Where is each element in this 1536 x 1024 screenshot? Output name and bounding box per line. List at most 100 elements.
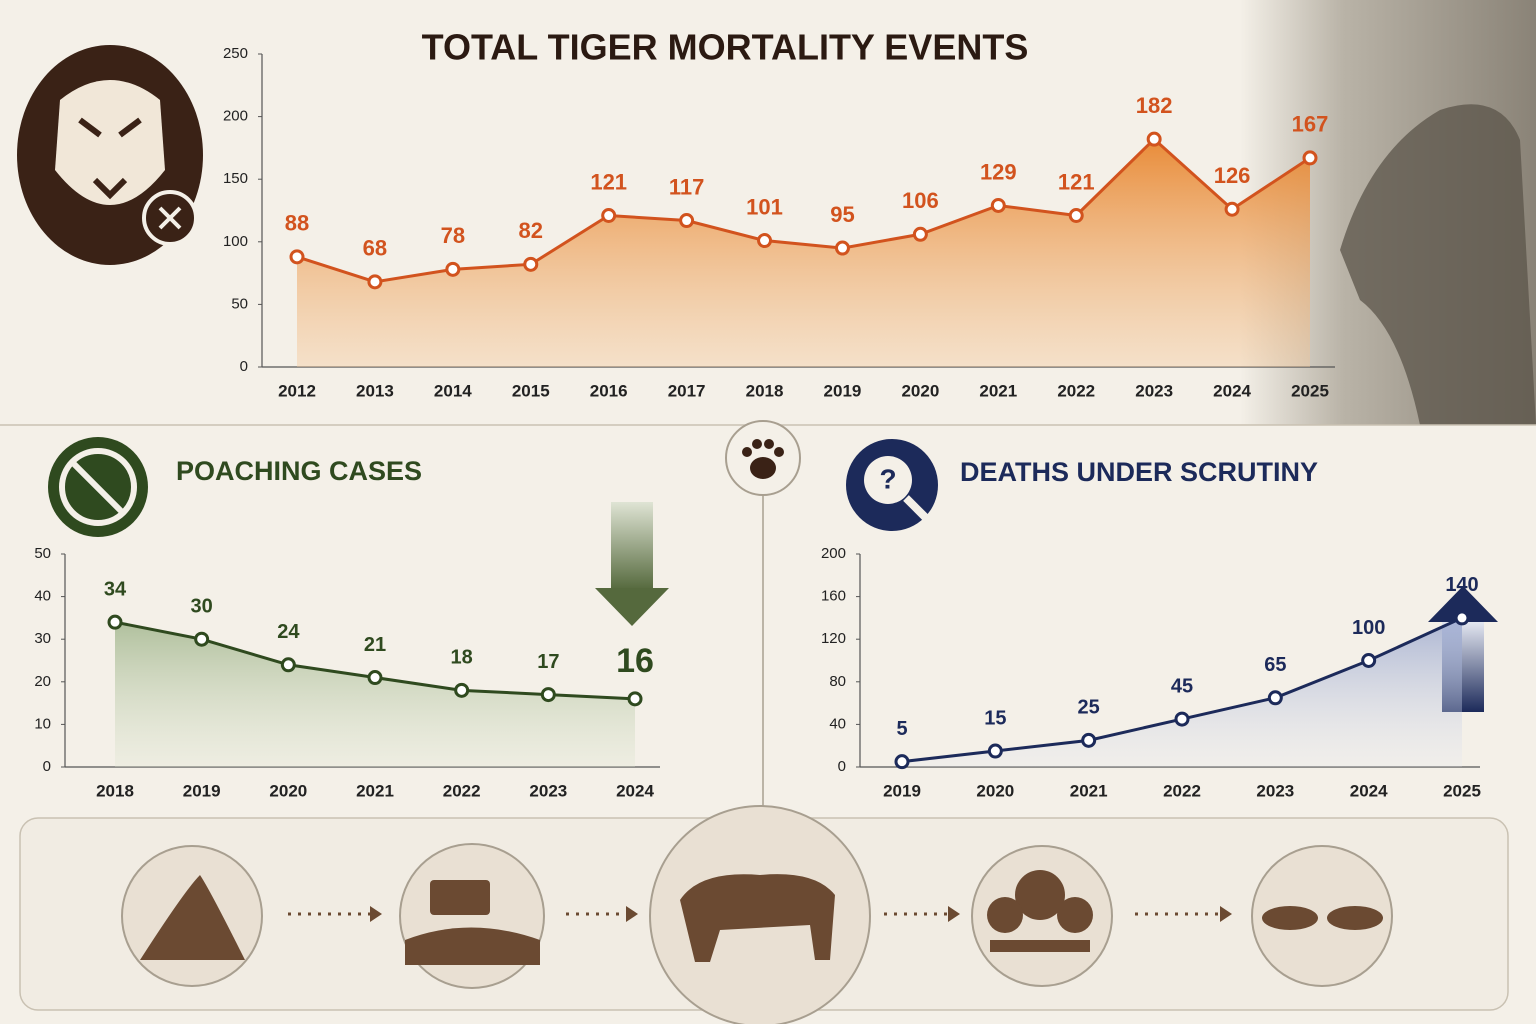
point [280, 657, 296, 673]
value-label: 16 [616, 642, 654, 680]
x-tick-label: 2020 [976, 781, 1014, 800]
point [107, 614, 123, 630]
value-label: 100 [1352, 617, 1385, 639]
point [445, 261, 461, 277]
y-tick-label: 40 [829, 715, 846, 732]
point [679, 213, 695, 229]
point [289, 249, 305, 265]
y-tick-label: 20 [34, 673, 51, 690]
value-label: 15 [984, 707, 1006, 729]
x-tick-label: 2023 [1135, 381, 1173, 400]
y-tick-label: 120 [821, 630, 846, 647]
y-tick-label: 80 [829, 673, 846, 690]
x-tick-label: 2020 [269, 781, 307, 800]
value-label: 101 [746, 194, 783, 219]
tiger-icon [17, 45, 203, 265]
y-tick-label: 0 [43, 758, 51, 775]
x-tick-label: 2019 [883, 781, 921, 800]
x-tick-label: 2021 [356, 781, 394, 800]
chart-title: POACHING CASES [176, 456, 422, 486]
x-tick-label: 2022 [443, 781, 481, 800]
point [194, 631, 210, 647]
value-label: 18 [451, 647, 473, 669]
point [1267, 690, 1283, 706]
point [627, 691, 643, 707]
y-tick-label: 200 [821, 545, 846, 562]
y-tick-label: 30 [34, 630, 51, 647]
point [834, 240, 850, 256]
point [540, 687, 556, 703]
value-label: 88 [285, 211, 309, 236]
x-tick-label: 2019 [824, 381, 862, 400]
value-label: 65 [1264, 654, 1286, 676]
value-label: 140 [1445, 574, 1478, 596]
x-tick-label: 2025 [1291, 381, 1329, 400]
x-tick-label: 2012 [278, 381, 316, 400]
value-label: 25 [1078, 697, 1100, 719]
x-tick-label: 2023 [1256, 781, 1294, 800]
scrutiny-icon: ? [846, 439, 938, 531]
value-label: 167 [1292, 112, 1329, 137]
no-poaching-icon [48, 437, 148, 537]
y-tick-label: 250 [223, 45, 248, 62]
value-label: 17 [537, 651, 559, 673]
x-tick-label: 2018 [96, 781, 134, 800]
y-tick-label: 50 [231, 295, 248, 312]
point [1146, 131, 1162, 147]
x-tick-label: 2015 [512, 381, 550, 400]
point [912, 226, 928, 242]
value-label: 45 [1171, 675, 1193, 697]
point [601, 208, 617, 224]
y-tick-label: 160 [821, 588, 846, 605]
value-label: 5 [896, 718, 907, 740]
value-label: 182 [1136, 93, 1173, 118]
value-label: 121 [590, 169, 627, 194]
y-tick-label: 100 [223, 233, 248, 250]
value-label: 106 [902, 188, 939, 213]
value-label: 121 [1058, 169, 1095, 194]
value-label: 21 [364, 634, 386, 656]
value-label: 30 [191, 595, 213, 617]
point [987, 743, 1003, 759]
point [1361, 653, 1377, 668]
point [990, 197, 1006, 213]
y-tick-label: 10 [34, 715, 51, 732]
point [1174, 711, 1190, 727]
x-tick-label: 2024 [1350, 781, 1388, 800]
down-arrow [595, 502, 669, 626]
y-tick-label: 0 [838, 758, 846, 775]
point [367, 274, 383, 290]
point [454, 682, 470, 698]
x-tick-label: 2024 [1213, 381, 1251, 400]
value-label: 117 [669, 174, 705, 199]
y-tick-label: 0 [240, 358, 248, 375]
x-tick-label: 2016 [590, 381, 628, 400]
value-label: 126 [1214, 163, 1251, 188]
point [1081, 732, 1097, 748]
value-label: 68 [363, 236, 387, 261]
chart-title: DEATHS UNDER SCRUTINY [960, 457, 1318, 487]
x-tick-label: 2023 [529, 781, 567, 800]
x-tick-label: 2021 [979, 381, 1017, 400]
point [894, 754, 910, 770]
x-tick-label: 2021 [1070, 781, 1108, 800]
flow-arrowheads [370, 906, 1232, 922]
x-tick-label: 2014 [434, 381, 472, 400]
value-label: 24 [277, 621, 300, 643]
x-tick-label: 2025 [1443, 781, 1481, 800]
point [1454, 610, 1470, 626]
x-tick-label: 2022 [1057, 381, 1095, 400]
x-tick-label: 2022 [1163, 781, 1201, 800]
cause-icons [121, 805, 1393, 1024]
point [757, 233, 773, 249]
x-tick-label: 2019 [183, 781, 221, 800]
y-tick-label: 50 [34, 545, 51, 562]
point [523, 256, 539, 272]
value-label: 82 [519, 218, 543, 243]
area [902, 617, 1462, 767]
svg-text:?: ? [879, 463, 896, 494]
point [1224, 201, 1240, 217]
paw-icon [725, 420, 801, 496]
x-tick-label: 2024 [616, 781, 654, 800]
